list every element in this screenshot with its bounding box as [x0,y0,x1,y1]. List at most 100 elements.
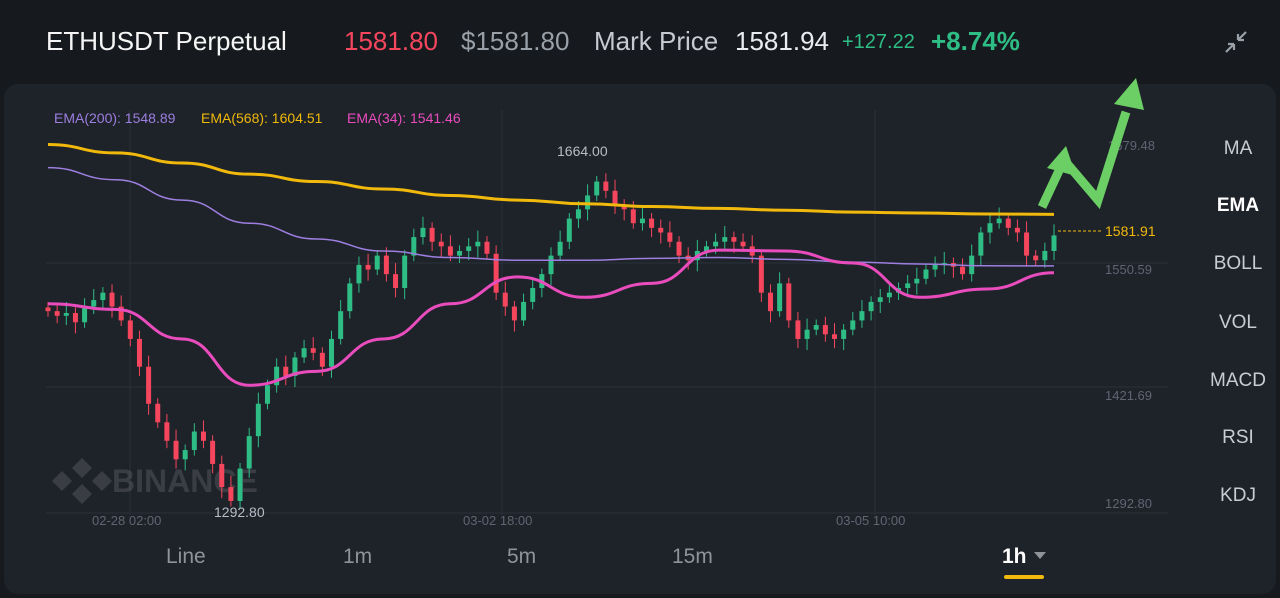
candle-body [136,338,142,367]
candle-body [411,237,417,256]
candle-body [1024,232,1030,256]
candle-body [1014,227,1020,233]
ema34-legend: EMA(34): 1541.46 [347,110,461,126]
candle-body [566,218,572,242]
candle-body [219,463,225,488]
candle-body [466,246,472,251]
mark-price-value: 1581.94 [735,26,829,56]
candle-body [649,218,655,228]
candle-body [274,366,280,386]
candle-body [603,181,609,191]
candle-body [1042,250,1048,261]
candle-body [182,450,188,460]
candle-body [832,334,838,339]
indicator-ma[interactable]: MA [1223,138,1253,159]
indicator-vol[interactable]: VOL [1218,312,1258,333]
candle-body [822,325,828,335]
candle-body [1033,255,1039,261]
candle-body [329,338,335,367]
candle-body [475,241,481,247]
ticker-header: ETHUSDT Perpetual 1581.80 $1581.80 Mark … [0,0,1280,84]
candle-body [155,403,161,423]
candle-body [383,255,389,275]
price-change-percent: +8.74% [931,26,1020,56]
candle-body [118,306,124,321]
candle-body [393,274,399,289]
candle-body [804,329,810,339]
candle-body [960,266,966,275]
candle-body [886,292,892,298]
candle-body [548,255,554,275]
timeframe-5m[interactable]: 5m [507,545,537,568]
candle-body [283,366,289,376]
candle-body [841,329,847,339]
candle-body [72,313,78,323]
high-price-label: 1664.00 [557,143,608,159]
candle-body [777,283,783,312]
candle-body [301,348,307,358]
candle-body [868,301,874,312]
candle-body [173,440,179,460]
ema568-legend: EMA(568): 1604.51 [201,110,323,126]
candle-body [1051,235,1057,251]
indicator-kdj[interactable]: KDJ [1220,485,1256,506]
indicator-boll[interactable]: BOLL [1213,253,1263,274]
candle-body [338,311,344,339]
indicator-rsi[interactable]: RSI [1222,427,1254,448]
candle-body [347,283,353,312]
candle-body [877,297,883,302]
timeframe-1h[interactable]: 1h [1002,545,1027,568]
candle-body [457,250,463,256]
candle-body [859,311,865,321]
candle-body [374,255,380,270]
timeframe-15m[interactable]: 15m [672,545,713,568]
candle-body [91,300,97,307]
candle-body [996,218,1002,224]
usd-price: $1581.80 [461,26,570,56]
candle-body [521,301,527,321]
candle-body [356,264,362,284]
timeframe-1m[interactable]: 1m [343,545,373,568]
candle-body [484,241,490,254]
candle-body [502,292,508,307]
candle-body [310,348,316,353]
candle-body [402,255,408,289]
candle-body [740,241,746,247]
candle-body [365,264,371,270]
collapse-icon[interactable] [1222,28,1250,56]
candle-body [420,227,426,238]
candle-body [210,440,216,464]
last-price: 1581.80 [344,26,438,56]
indicator-ema[interactable]: EMA [1216,195,1260,216]
candle-body [795,320,801,339]
candle-body [127,320,133,339]
candle-body [923,269,929,279]
candle-body [228,487,234,501]
candle-body [237,468,243,501]
low-price-label: 1292.80 [214,504,265,520]
price-axis-label: 1421.69 [1105,388,1152,403]
candle-body [703,246,709,251]
candle-body [109,292,115,307]
price-axis-label: 1550.59 [1105,262,1152,277]
indicator-macd[interactable]: MACD [1210,370,1266,391]
candle-body [493,253,499,293]
candle-body [639,218,645,224]
timeframe-line[interactable]: Line [166,545,206,568]
candle-body [758,255,764,293]
candle-body [786,283,792,321]
time-axis-label: 03-05 10:00 [836,513,905,528]
candle-body [292,357,298,376]
candle-body [447,246,453,256]
candle-body [987,223,993,233]
candle-body [813,325,819,330]
candle-body [100,292,106,301]
candle-body [557,241,563,256]
candle-body [575,209,581,219]
candle-body [146,366,152,404]
ema-34-line [47,248,1055,387]
candle-body [914,278,920,284]
symbol-title[interactable]: ETHUSDT Perpetual [46,26,287,56]
chevron-down-icon[interactable] [1034,552,1046,559]
